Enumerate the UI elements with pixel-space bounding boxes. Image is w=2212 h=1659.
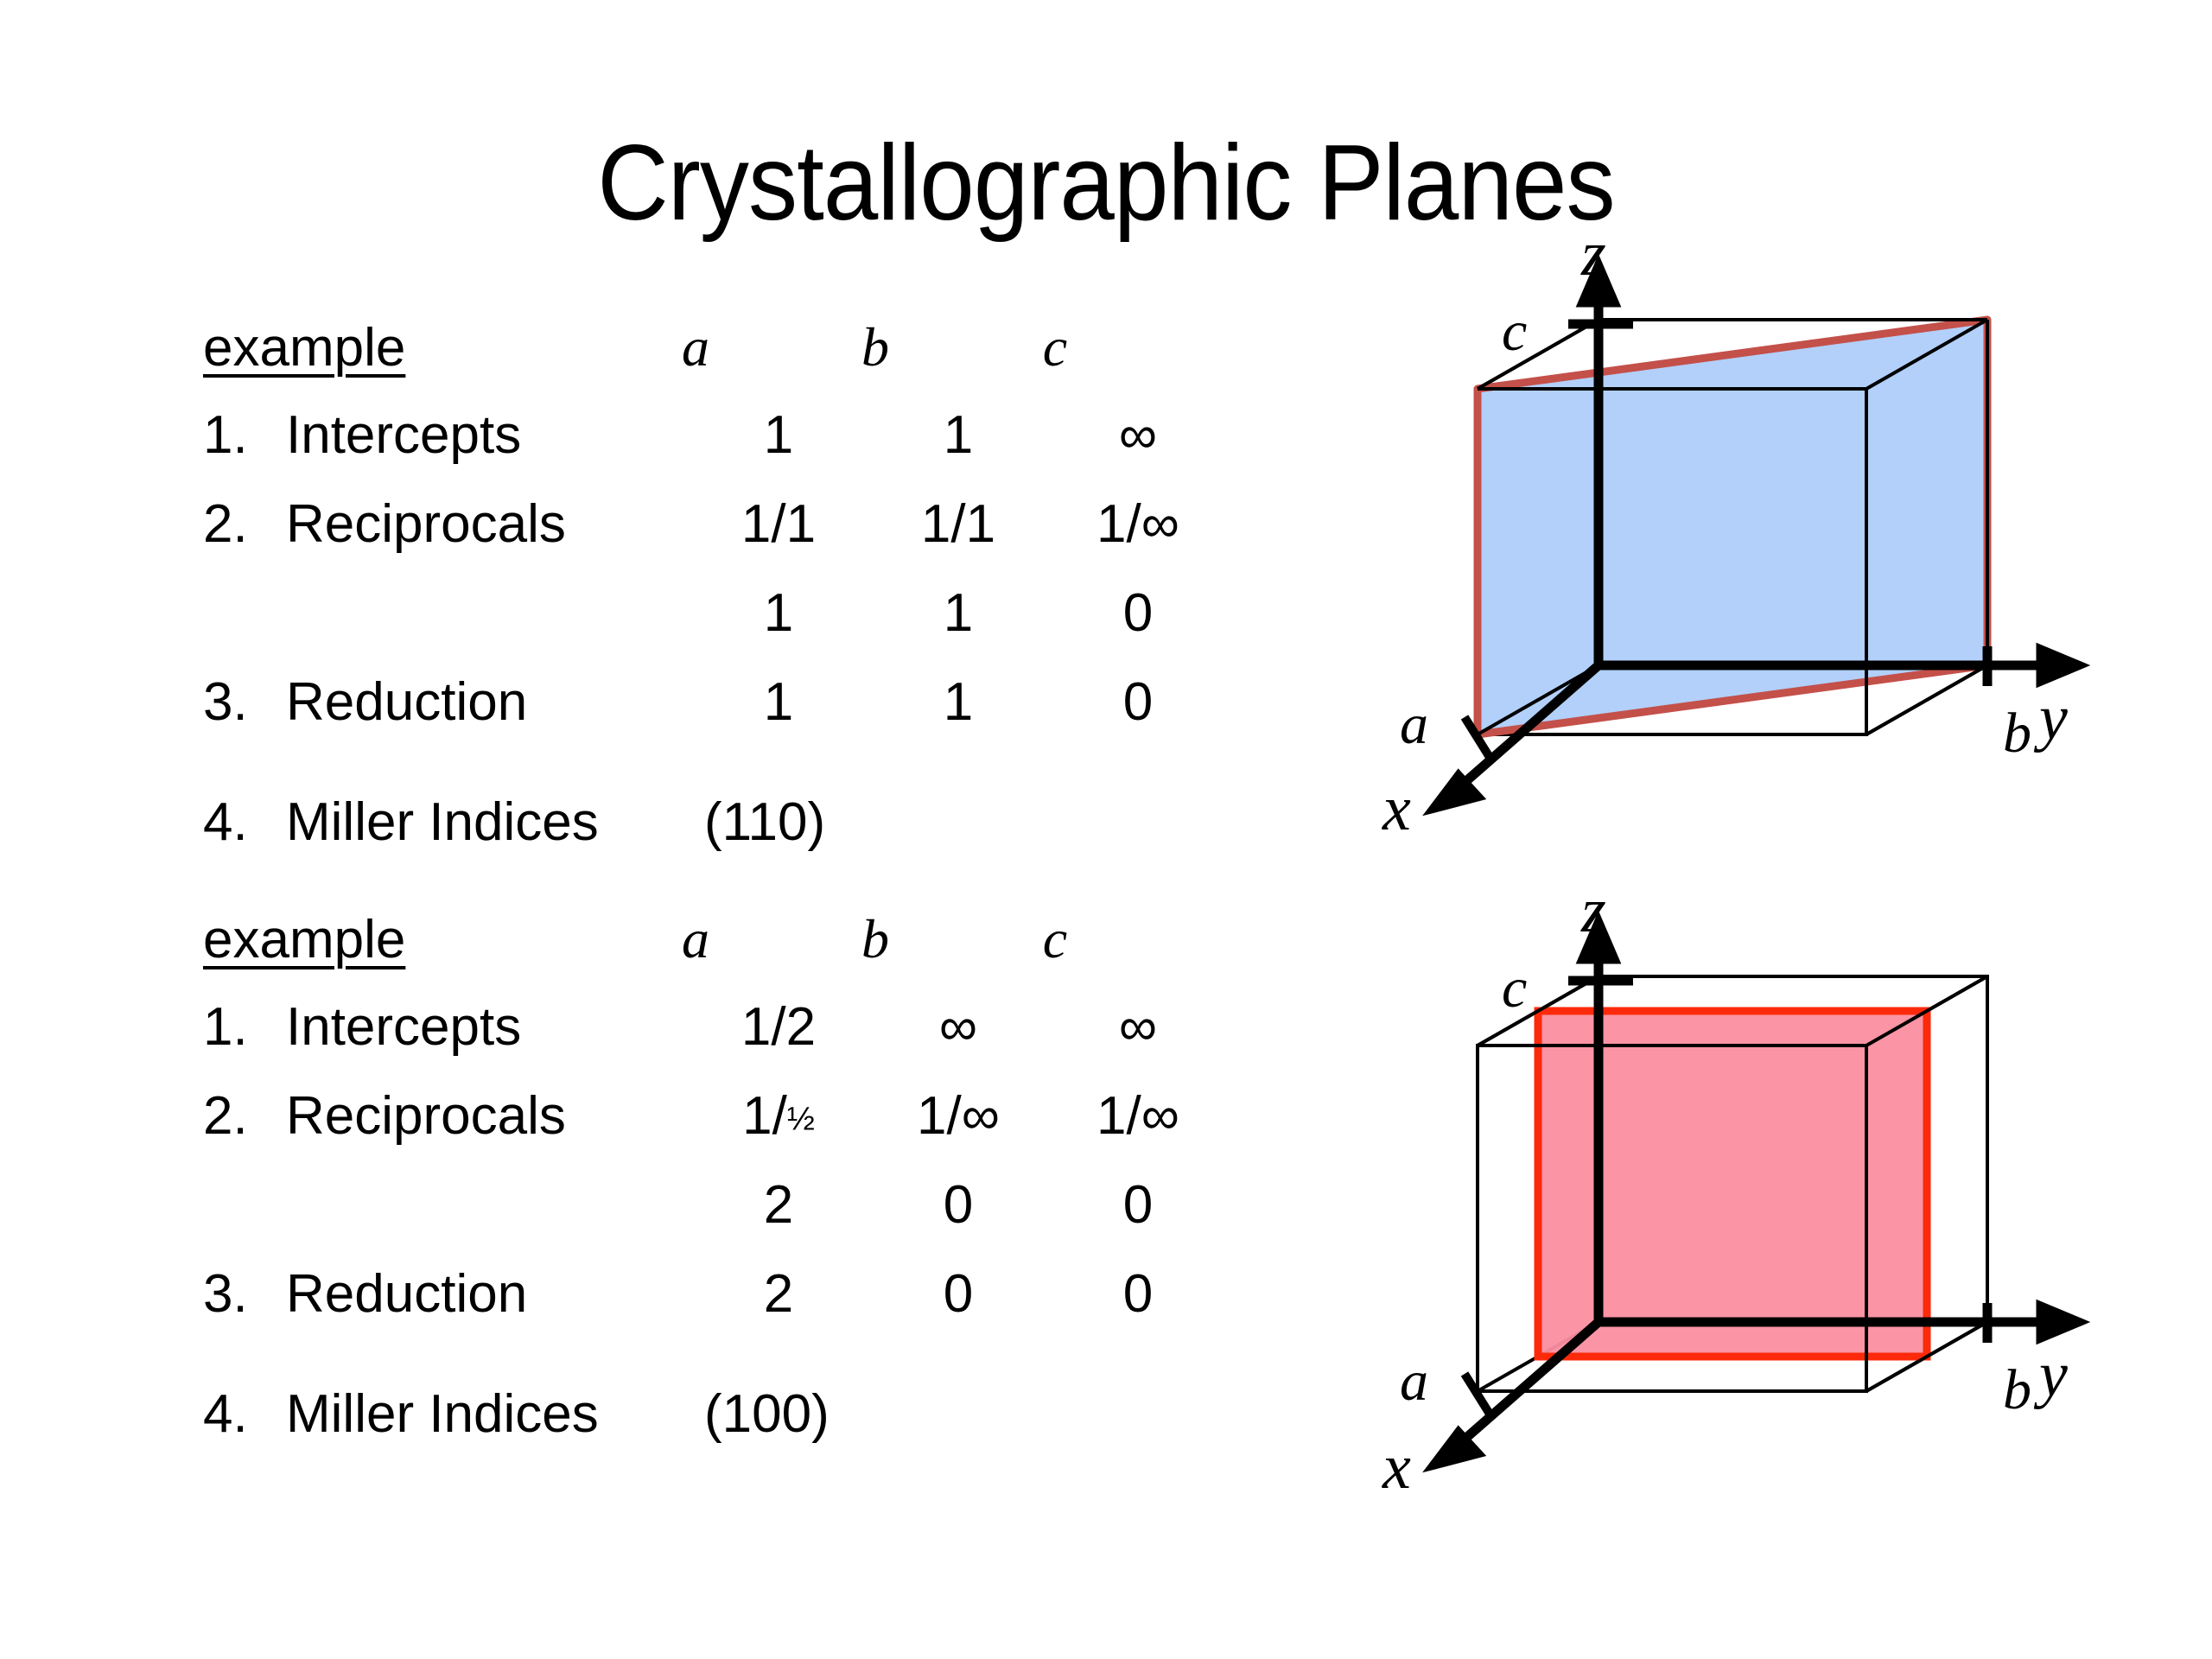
axis-ticks: [1460, 319, 1993, 761]
page-title: Crystallographic Planes: [597, 124, 1615, 243]
row-number: 2.: [203, 1086, 248, 1146]
cell-c: 1/∞: [1096, 494, 1179, 554]
example-block-100: example a b c 1. Intercepts 1/2 ∞ ∞ 2. R…: [203, 912, 1274, 1477]
column-header-a: a: [682, 316, 709, 378]
column-header-b: b: [861, 316, 889, 378]
row-label: Miller Indices: [286, 1384, 599, 1444]
row-number: 3.: [203, 1264, 248, 1324]
cell-b: 1/1: [920, 494, 996, 554]
x-axis-arrowhead: [1422, 768, 1487, 817]
cell-a: 1: [763, 583, 794, 643]
table-row: 1. Intercepts 1 1 ∞: [203, 409, 1274, 498]
row-label: Intercepts: [286, 405, 522, 465]
cell-c: 0: [1122, 1264, 1154, 1324]
cell-label-a: a: [1400, 693, 1428, 756]
cell-label-a: a: [1400, 1350, 1428, 1413]
cube-diagram-100: y x z c b a: [1348, 873, 2126, 1516]
cell-b: 0: [943, 1175, 974, 1235]
row-label: Reduction: [286, 672, 528, 732]
axis-label-y: y: [2033, 683, 2068, 753]
axes: [1422, 911, 2091, 1473]
column-header-c: c: [1042, 908, 1068, 969]
x-axis-arrowhead: [1422, 1425, 1487, 1473]
row-number: 4.: [203, 1384, 248, 1444]
cell-label-c: c: [1502, 957, 1527, 1020]
column-header-b: b: [861, 908, 889, 969]
table-row: 1 1 0: [203, 587, 1274, 676]
axis-label-z: z: [1580, 875, 1606, 946]
cell-b: 1: [943, 583, 974, 643]
cell-b: 1/∞: [917, 1086, 1000, 1146]
cell-c: 0: [1122, 1175, 1154, 1235]
axis-label-x: x: [1382, 1432, 1411, 1503]
z-axis-arrowhead: [1575, 911, 1622, 964]
cell-c: 0: [1122, 672, 1154, 732]
cell-a: 1: [763, 672, 794, 732]
y-axis-arrowhead: [2036, 1299, 2091, 1345]
cell-b: 1: [943, 672, 974, 732]
row-number: 1.: [203, 997, 248, 1057]
miller-plane-110: [1473, 315, 1992, 739]
example-heading: example: [203, 318, 406, 378]
cell-a: 1/½: [742, 1086, 815, 1146]
miller-indices-row: 4. Miller Indices (100): [203, 1388, 1274, 1477]
row-number: 1.: [203, 405, 248, 465]
x-axis: [1457, 1318, 1602, 1447]
example-heading: example: [203, 910, 406, 969]
cell-b: 1: [943, 405, 974, 465]
table-row: 2 0 0: [203, 1179, 1274, 1268]
miller-indices-value: (110): [704, 792, 826, 852]
table-row: 2. Reciprocals 1/½ 1/∞ 1/∞: [203, 1090, 1274, 1179]
cell-b: ∞: [938, 997, 978, 1057]
axis-label-y: y: [2033, 1339, 2068, 1410]
z-axis-arrowhead: [1575, 254, 1622, 308]
row-label: Reduction: [286, 1264, 528, 1324]
table-row: 3. Reduction 1 1 0: [203, 676, 1274, 765]
table-row: 2. Reciprocals 1/1 1/1 1/∞: [203, 498, 1274, 587]
row-label: Reciprocals: [286, 494, 566, 554]
cell-c: 1/∞: [1096, 1086, 1179, 1146]
axis-label-z: z: [1580, 233, 1606, 289]
cell-c: 0: [1122, 583, 1154, 643]
x-axis: [1457, 661, 1602, 791]
cell-b: 0: [943, 1264, 974, 1324]
cell-a: 1/1: [741, 494, 817, 554]
cell-a: 1: [763, 405, 794, 465]
row-label: Miller Indices: [286, 792, 599, 852]
cell-a: 2: [763, 1175, 794, 1235]
example-header-row: example a b c: [203, 320, 1274, 409]
column-header-c: c: [1042, 316, 1068, 378]
column-header-a: a: [682, 908, 709, 969]
cell-label-b: b: [2003, 702, 2031, 765]
cell-c: ∞: [1118, 997, 1158, 1057]
row-label: Intercepts: [286, 997, 522, 1057]
cell-label-c: c: [1502, 300, 1527, 363]
row-label: Reciprocals: [286, 1086, 566, 1146]
row-number: 4.: [203, 792, 248, 852]
example-block-110: example a b c 1. Intercepts 1 1 ∞ 2. Rec…: [203, 320, 1274, 885]
axis-ticks: [1460, 976, 1993, 1418]
cell-a: 2: [763, 1264, 794, 1324]
row-number: 2.: [203, 494, 248, 554]
cell-label-b: b: [2003, 1358, 2031, 1421]
cell-c: ∞: [1118, 405, 1158, 465]
y-axis-arrowhead: [2036, 642, 2091, 689]
row-number: 3.: [203, 672, 248, 732]
cell-a: 1/2: [741, 997, 817, 1057]
axes: [1422, 254, 2091, 817]
example-header-row: example a b c: [203, 912, 1274, 1001]
a-tick: [1460, 715, 1495, 761]
a-tick: [1460, 1371, 1495, 1418]
table-row: 3. Reduction 2 0 0: [203, 1268, 1274, 1357]
cube-diagram-110: y x z c b a: [1348, 219, 2126, 844]
axis-label-x: x: [1382, 773, 1411, 838]
miller-indices-value: (100): [704, 1384, 830, 1444]
table-row: 1. Intercepts 1/2 ∞ ∞: [203, 1001, 1274, 1090]
miller-indices-row: 4. Miller Indices (110): [203, 796, 1274, 885]
